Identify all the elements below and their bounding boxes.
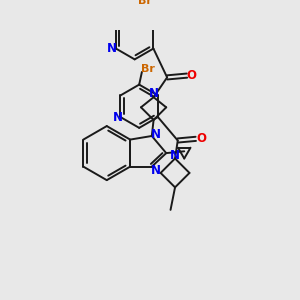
Text: O: O: [196, 132, 206, 145]
Text: Br: Br: [138, 0, 152, 6]
Text: N: N: [148, 87, 159, 100]
Text: N: N: [113, 111, 123, 124]
Text: N: N: [170, 149, 180, 162]
Text: N: N: [150, 164, 161, 177]
Text: O: O: [187, 69, 196, 82]
Text: N: N: [107, 42, 117, 55]
Text: Br: Br: [141, 64, 155, 74]
Text: N: N: [150, 128, 161, 141]
